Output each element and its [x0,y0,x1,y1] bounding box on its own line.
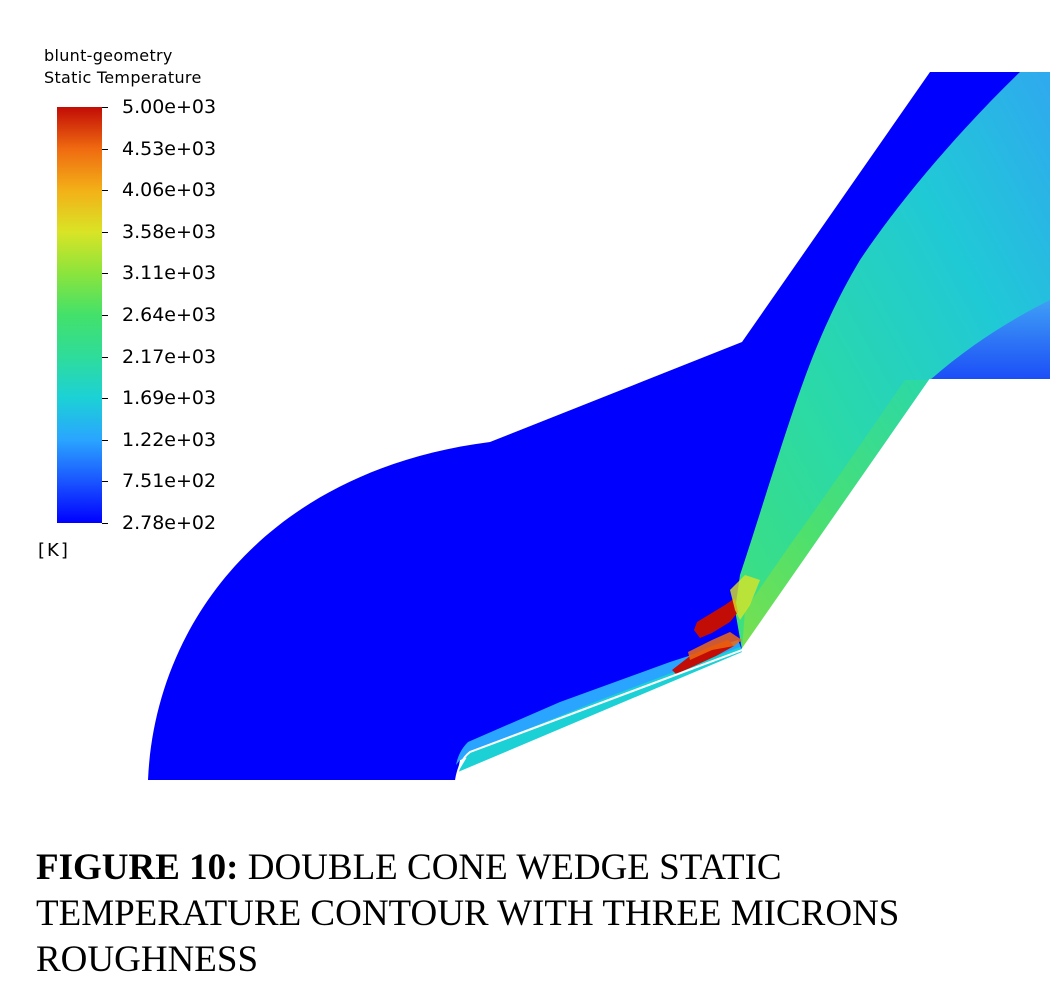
hot-spot-upper [694,598,738,638]
colorbar-tick [102,148,108,150]
legend-unit: [K] [38,540,70,561]
colorbar-tick-label: 2.64e+03 [122,304,217,326]
colorbar-tick-label: 1.22e+03 [122,428,217,451]
wall-outline [455,379,1050,781]
colorbar-tick-label: 7.51e+02 [122,470,217,493]
hot-spot-halo [688,632,742,660]
colorbar-tick-label: 4.53e+03 [122,137,217,160]
colorbar-tick [102,315,108,316]
colorbar-tick [102,356,108,358]
colorbar-tick-label: 3.11e+03 [122,262,217,285]
shock-layer-region [735,72,1050,650]
colorbar-tick [102,107,108,108]
colorbar [57,107,102,523]
colorbar-tick-label: 3.58e+03 [122,220,217,243]
colorbar-tick [102,273,108,275]
colorbar-tick-label: 2.17e+03 [122,345,217,368]
figure-label: FIGURE 10: [36,847,239,888]
domain-freestream-region [148,72,1050,780]
colorbar-tick [102,231,108,233]
exit-expansion-region [930,300,1050,380]
colorbar-tick [102,481,108,483]
colorbar-tick [102,439,108,441]
colorbar-tick [102,190,108,192]
colorbar-tick-label: 5.00e+03 [122,96,217,118]
legend-title-geometry: blunt-geometry [44,46,173,65]
figure-caption-text: DOUBLE CONE WEDGE STATIC TEMPERATURE CON… [36,847,900,980]
colorbar-tick [102,523,108,524]
colorbar-tick-label: 1.69e+03 [122,387,217,410]
boundary-layer-inner [458,647,742,772]
colorbar-tick [102,398,108,400]
figure-caption: FIGURE 10: DOUBLE CONE WEDGE STATIC TEMP… [36,845,1036,983]
colorbar-tick-label: 4.06e+03 [122,179,217,202]
colorbar-tick-label: 2.78e+02 [122,512,217,534]
legend-title-variable: Static Temperature [44,68,202,87]
temperature-contour-plot [148,72,1050,781]
warm-region [730,575,760,620]
